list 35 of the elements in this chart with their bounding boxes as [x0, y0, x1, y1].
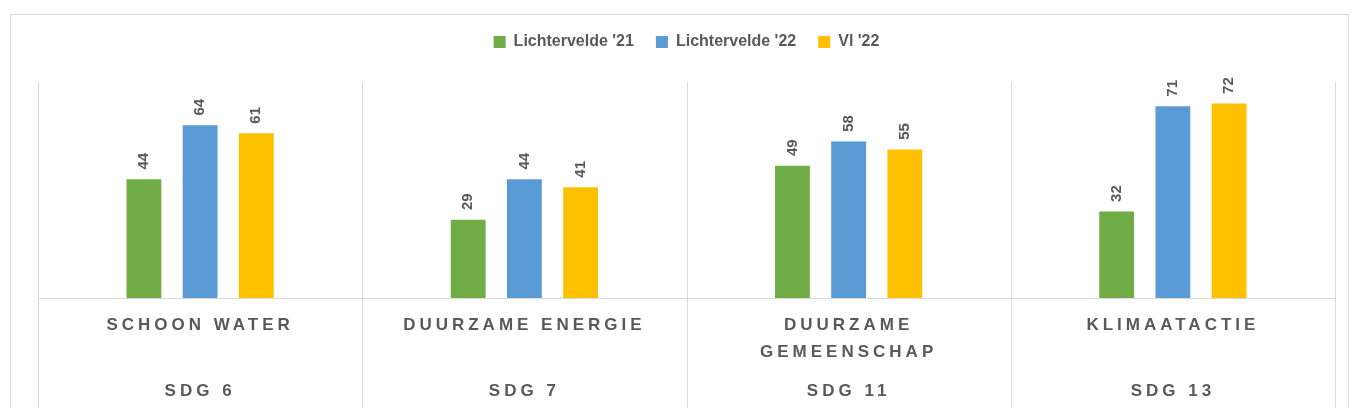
data-label: 72: [1219, 77, 1237, 94]
data-label: 64: [190, 98, 208, 116]
x-tick-label: DUURZAME ENERGIE: [403, 314, 646, 334]
data-label: 49: [782, 139, 800, 157]
text: SDG 7: [488, 380, 560, 400]
data-label: 61: [246, 106, 264, 124]
bar: [831, 141, 867, 298]
text: SDG 11: [806, 380, 891, 400]
data-label: 71: [1163, 79, 1181, 97]
legend-label: Lichtervelde '21: [513, 32, 635, 50]
text: SDG 13: [1130, 380, 1216, 400]
legend-label: Vl '22: [838, 32, 880, 50]
legend-label: Lichtervelde '22: [675, 32, 797, 50]
bar: [506, 179, 542, 298]
data-label: 44: [134, 152, 152, 170]
bar: [450, 219, 486, 298]
x-tick-label: SCHOON WATER: [106, 314, 294, 334]
data-label: 58: [838, 115, 856, 132]
data-label: 55: [894, 123, 912, 140]
x-tick-label: KLIMAATACTIE: [1086, 314, 1260, 334]
bar: [563, 187, 598, 298]
data-label: 44: [514, 152, 532, 170]
bar: [887, 149, 923, 298]
bar: [1099, 211, 1135, 298]
bar: [1155, 106, 1191, 298]
data-label: 29: [458, 193, 476, 211]
text: SDG 6: [164, 380, 236, 400]
bar: [238, 133, 274, 298]
x-tick-label: DUURZAME GEMEENSCHAP: [760, 314, 938, 361]
bar: [775, 165, 810, 298]
data-label: 41: [570, 160, 588, 178]
bar: [126, 179, 162, 298]
bar: [1211, 103, 1247, 298]
bar: [182, 125, 218, 298]
data-label: 32: [1106, 185, 1124, 202]
